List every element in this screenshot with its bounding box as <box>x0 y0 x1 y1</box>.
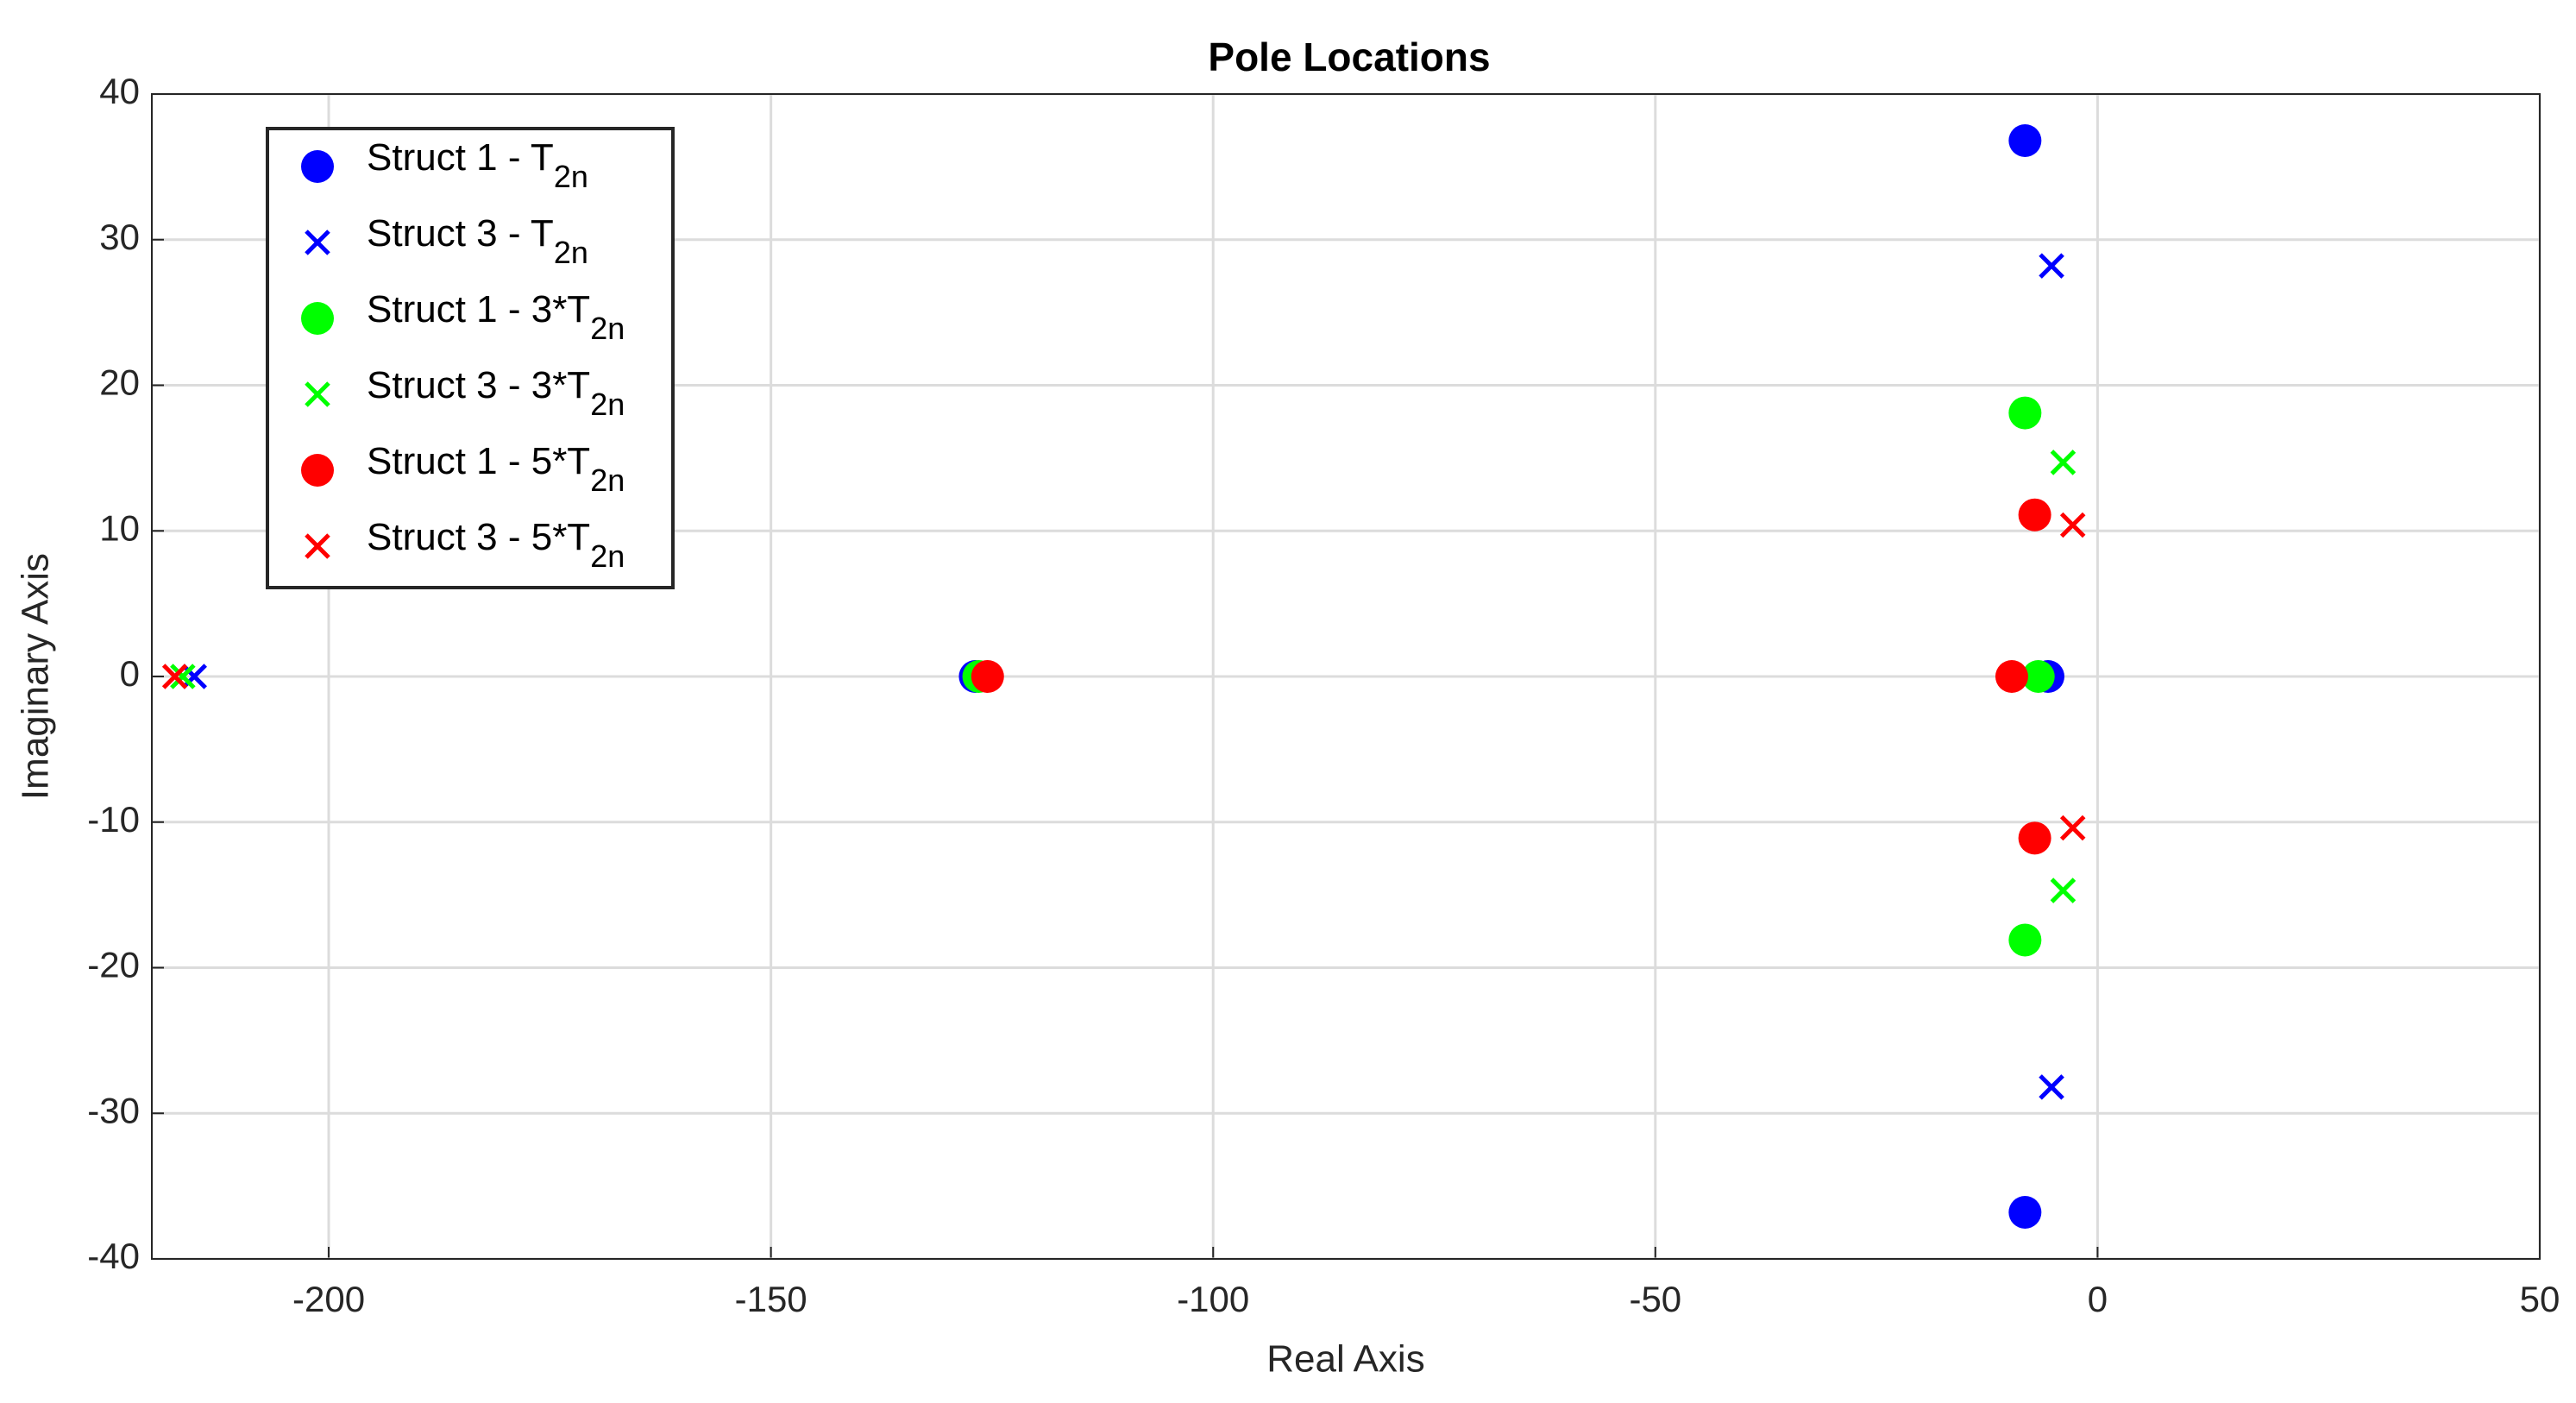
pole-circle <box>2018 821 2051 855</box>
y-tick-label: -40 <box>87 1236 140 1276</box>
pole-x <box>305 381 330 407</box>
pole-x <box>2039 1074 2064 1100</box>
legend-box <box>266 127 675 589</box>
legend-label: Struct 1 - 5*T2n <box>367 440 625 498</box>
legend-label: Struct 1 - 3*T2n <box>367 288 625 346</box>
y-tick-label: -10 <box>87 799 140 840</box>
pole-circle <box>2018 498 2051 532</box>
y-tick-label: 10 <box>99 507 140 548</box>
legend-label: Struct 3 - 3*T2n <box>367 364 625 422</box>
y-tick-label: 20 <box>99 362 140 403</box>
pole-circle <box>301 150 334 183</box>
pole-circle <box>2021 660 2055 693</box>
y-tick-label: -20 <box>87 945 140 985</box>
pole-x <box>2059 512 2086 538</box>
y-tick-label: 40 <box>99 71 140 111</box>
pole-circle <box>2008 1196 2042 1229</box>
pole-circle <box>2008 124 2042 157</box>
plot-frame <box>151 93 2541 1260</box>
y-tick-label: 0 <box>120 653 140 694</box>
pole-x <box>2050 450 2077 475</box>
pole-x <box>170 664 196 689</box>
pole-circle <box>1995 660 2028 693</box>
y-tick-label: 30 <box>99 217 140 257</box>
legend-label: Struct 3 - 5*T2n <box>367 516 625 574</box>
pole-circle <box>2008 396 2042 430</box>
chart-title: Pole Locations <box>1208 35 1490 79</box>
y-tick-label: -30 <box>87 1090 140 1130</box>
pole-x <box>181 664 207 689</box>
x-axis-label: Real Axis <box>1266 1338 1424 1381</box>
pole-x <box>305 533 330 559</box>
pole-x <box>2059 815 2086 841</box>
pole-circle <box>2008 923 2042 957</box>
pole-circle <box>301 454 334 487</box>
x-tick-label: -200 <box>292 1279 365 1319</box>
x-tick-label: 50 <box>2520 1279 2560 1319</box>
pole-x <box>305 230 330 255</box>
pole-x <box>161 664 188 689</box>
x-tick-label: 0 <box>2088 1279 2108 1319</box>
pole-x <box>2039 253 2064 279</box>
x-tick-label: -150 <box>735 1279 807 1319</box>
y-axis-label: Imaginary Axis <box>15 553 57 800</box>
pole-x <box>2050 878 2077 903</box>
pole-circle <box>301 302 334 335</box>
x-tick-label: -50 <box>1629 1279 1681 1319</box>
legend-label: Struct 3 - T2n <box>367 212 588 270</box>
pole-circle <box>971 660 1004 693</box>
legend-label: Struct 1 - T2n <box>367 136 588 194</box>
x-tick-label: -100 <box>1177 1279 1249 1319</box>
